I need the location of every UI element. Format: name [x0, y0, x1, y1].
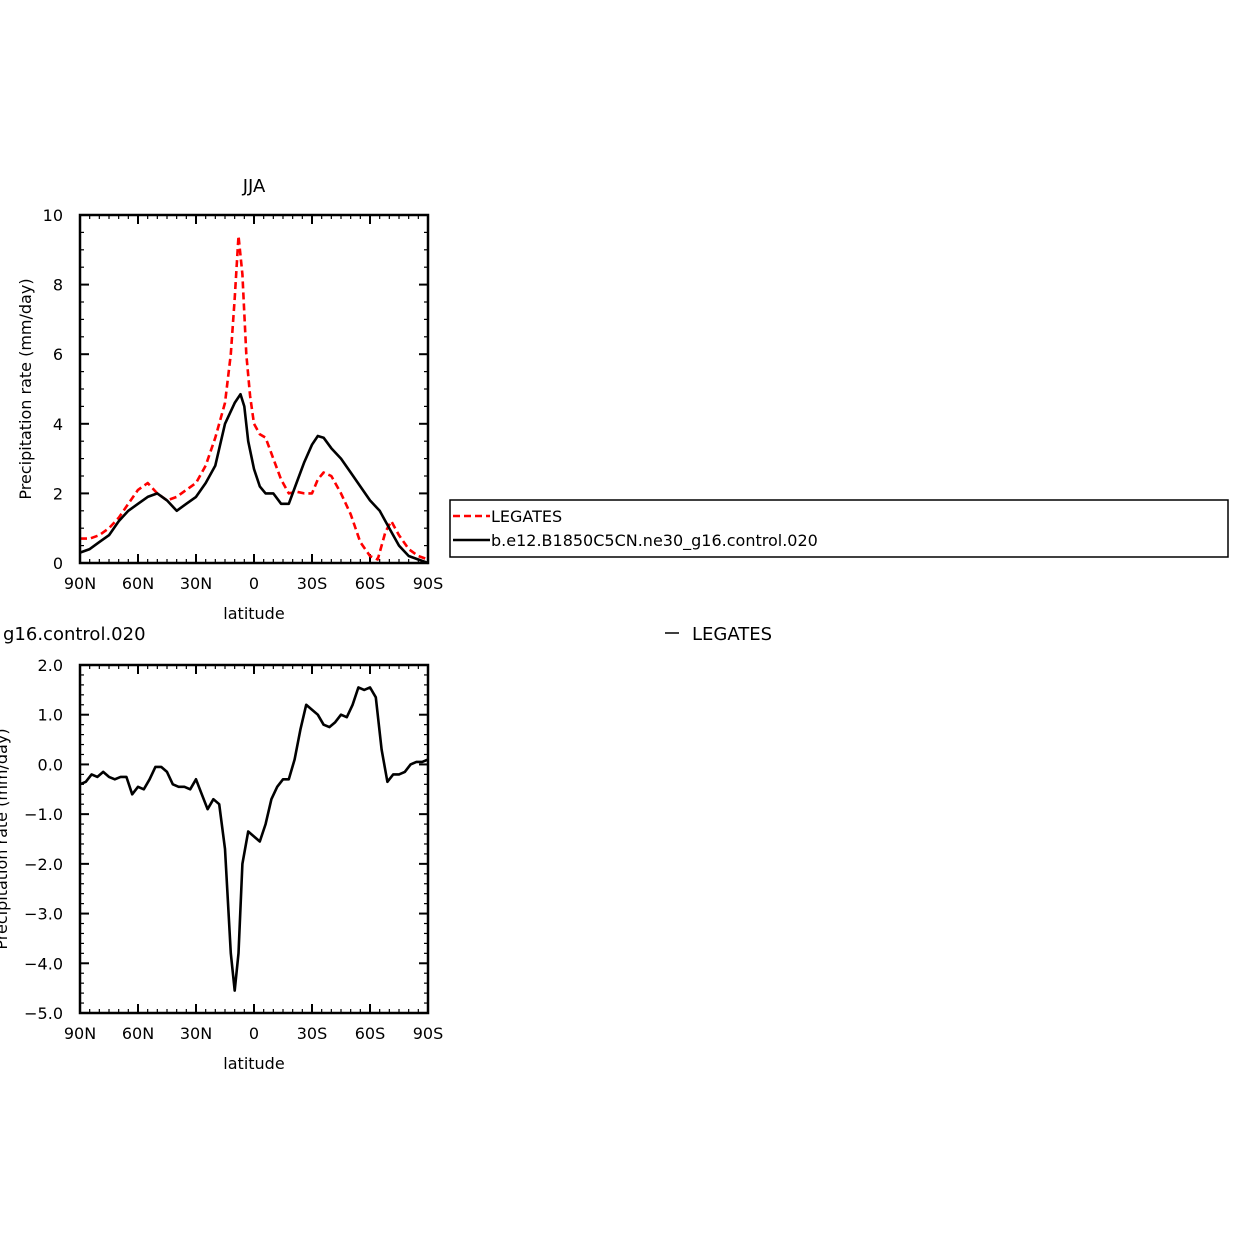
panel-bottom-ytick-label: 0.0	[38, 755, 63, 774]
panel-bottom-xtick-label: 30N	[180, 1024, 212, 1043]
panel-bottom-series-line-0	[79, 686, 429, 992]
panel-top-ytick-label: 4	[53, 415, 63, 434]
panel-top-xtick-label: 30S	[297, 574, 328, 593]
panel-top-ytick-label: 0	[53, 554, 63, 573]
panel-bottom-xtick-label: 30S	[297, 1024, 328, 1043]
panel-bottom-title-right: LEGATES	[692, 624, 772, 645]
panel-bottom-ytick-label: −4.0	[24, 954, 63, 973]
panel-top-xtick-label: 0	[249, 574, 259, 593]
panel-top-title: JJA	[242, 176, 266, 197]
panel-bottom-ytick-label: −1.0	[24, 805, 63, 824]
panel-bottom-series	[79, 686, 429, 992]
panel-bottom-xtick-label: 90N	[64, 1024, 96, 1043]
panel-top-ytick-label: 8	[53, 276, 63, 295]
panel-top-ytick-label: 10	[43, 206, 63, 225]
panel-top-series-line-1	[79, 392, 429, 565]
panel-top-xlabel: latitude	[223, 604, 284, 623]
panel-top-xtick-label: 60S	[355, 574, 386, 593]
panel-bottom-xtick-label: 90S	[413, 1024, 444, 1043]
panel-bottom-ytick-label: −3.0	[24, 905, 63, 924]
panel-bottom-ytick-label: 1.0	[38, 706, 63, 725]
legend-label-legates: LEGATES	[491, 507, 562, 526]
panel-bottom-frame	[78, 663, 430, 1015]
panel-bottom-xtick-label: 60S	[355, 1024, 386, 1043]
panel-bottom-ytick-label: 2.0	[38, 656, 63, 675]
panel-top-xtick-label: 30N	[180, 574, 212, 593]
panel-bottom-ylabel: Precipitation rate (mm/day)	[0, 728, 11, 949]
panel-top-ylabel: Precipitation rate (mm/day)	[16, 278, 35, 499]
panel-top-series	[79, 234, 429, 565]
panel-top-xtick-label: 60N	[122, 574, 154, 593]
legend: LEGATES b.e12.B1850C5CN.ne30_g16.control…	[449, 499, 1229, 558]
legend-box	[449, 499, 1229, 558]
panel-bottom-title-left: g16.control.020	[3, 624, 146, 645]
panel-top-xtick-label: 90S	[413, 574, 444, 593]
panel-top-frame	[78, 213, 430, 565]
panel-bottom-xlabel: latitude	[223, 1054, 284, 1073]
panel-bottom: g16.control.020 LEGATES 90N 60N 30N 0 30S 60S…	[0, 624, 772, 1073]
panel-bottom-xtick-label: 60N	[122, 1024, 154, 1043]
legend-label-model: b.e12.B1850C5CN.ne30_g16.control.020	[491, 531, 818, 551]
panel-bottom-ytick-label: −2.0	[24, 855, 63, 874]
panel-top-ytick-label: 6	[53, 345, 63, 364]
panel-top-ytick-label: 2	[53, 484, 63, 503]
panel-bottom-xtick-label: 0	[249, 1024, 259, 1043]
panel-top-series-line-0	[80, 234, 429, 561]
panel-bottom-ytick-label: −5.0	[24, 1004, 63, 1023]
panel-top-ticks: 90N 60N 30N 0 30S 60S 90S 0 2 4 6 8 10	[43, 206, 444, 593]
panel-top-xtick-label: 90N	[64, 574, 96, 593]
